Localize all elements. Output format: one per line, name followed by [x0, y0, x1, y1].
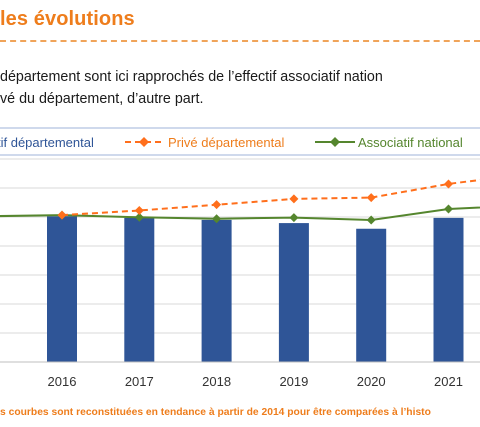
section-title: les évolutions [0, 8, 135, 30]
chart-svg: 2016 2017 2018 2019 2020 2021 tif département… [0, 127, 480, 389]
legend-label-private: Privé départemental [168, 135, 284, 150]
national-marker-2019 [289, 213, 299, 223]
private-marker-2020 [366, 193, 376, 203]
bar-2020 [356, 228, 387, 362]
bar-series [47, 216, 464, 362]
national-line [0, 206, 480, 222]
legend-label-national: Associatif national [358, 135, 463, 150]
evolution-chart: 2016 2017 2018 2019 2020 2021 tif département… [0, 124, 480, 404]
legend-marker-private [139, 137, 149, 147]
intro-text-line-2: vé du département, d’autre part. [0, 91, 204, 107]
chart-footnote: s courbes sont reconstituées en tendance… [0, 407, 431, 418]
private-marker-2016 [57, 210, 67, 220]
bar-2019 [278, 223, 309, 362]
national-marker-2021 [444, 204, 453, 214]
private-marker-2019 [289, 194, 299, 204]
bar-2021 [433, 217, 464, 362]
bar-2018 [201, 219, 232, 362]
title-divider [0, 40, 480, 42]
x-tick-label-2016: 2016 [48, 374, 77, 389]
bar-2017 [124, 217, 155, 362]
x-axis: 2016 2017 2018 2019 2020 2021 [0, 361, 480, 389]
private-marker-2021 [444, 179, 453, 189]
x-tick-label-2020: 2020 [357, 374, 386, 389]
national-marker-2018 [212, 214, 222, 224]
private-marker-2018 [212, 200, 222, 210]
intro-text-line-1: département sont ici rapprochés de l’eff… [0, 69, 383, 85]
x-tick-label-2018: 2018 [202, 374, 231, 389]
x-tick-label-2021: 2021 [434, 374, 463, 389]
national-marker-2020 [366, 215, 376, 225]
private-line [61, 178, 480, 217]
legend-box [0, 127, 480, 156]
chart-legend: tif départemental Privé départemental As… [0, 127, 480, 156]
legend-label-bars: tif départemental [0, 135, 94, 150]
grid-lines [0, 158, 480, 363]
national-marker-2017 [134, 212, 144, 222]
legend-marker-national [330, 137, 340, 147]
line-series [0, 178, 480, 225]
bar-2016 [47, 216, 77, 362]
x-tick-label-2017: 2017 [125, 374, 154, 389]
x-tick-label-2019: 2019 [279, 374, 308, 389]
private-marker-2017 [134, 205, 144, 215]
